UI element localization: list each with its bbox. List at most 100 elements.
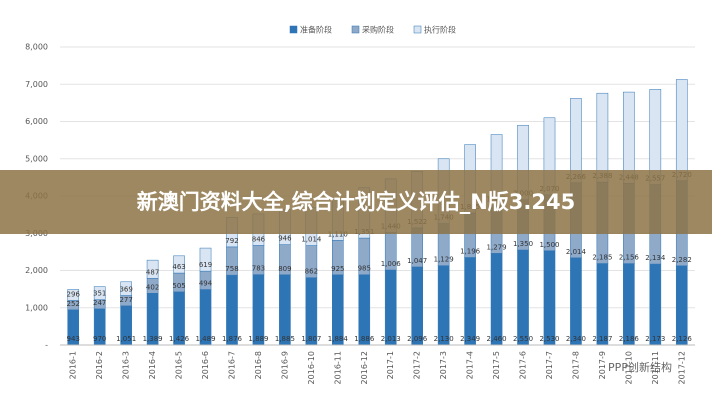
- x-tick-label: 2017-9: [598, 351, 607, 379]
- x-tick-label: 2017-2: [413, 351, 422, 379]
- value-label: 277: [119, 296, 132, 304]
- y-tick-label: 6,000: [25, 117, 48, 126]
- banner-band: [0, 170, 712, 234]
- value-label: 1,426: [169, 335, 190, 343]
- value-label: 1,051: [116, 335, 136, 343]
- x-tick-label: 2016-8: [254, 351, 263, 379]
- bar-segment: [543, 250, 556, 346]
- value-label: 792: [225, 237, 238, 245]
- bar-segment: [675, 79, 688, 182]
- x-tick-label: 2016-7: [227, 351, 236, 379]
- value-label: 487: [146, 268, 159, 276]
- x-tick-label: 2016-10: [307, 351, 316, 384]
- value-label: 1,886: [354, 335, 375, 343]
- x-tick-label: 2017-5: [492, 351, 501, 379]
- bar-segment: [517, 249, 529, 346]
- value-label: 846: [252, 235, 266, 243]
- value-label: 862: [305, 268, 318, 276]
- x-tick-label: 2017-8: [571, 351, 580, 379]
- value-label: 2,282: [672, 256, 692, 264]
- bar-segment: [623, 91, 635, 184]
- bar-segment: [596, 92, 609, 183]
- value-label: 946: [278, 235, 292, 243]
- value-label: 2,187: [592, 335, 612, 343]
- value-label: 1,489: [195, 335, 215, 343]
- value-label: 494: [199, 280, 213, 288]
- x-tick-label: 2016-6: [201, 351, 210, 379]
- bar-segment: [199, 247, 212, 272]
- x-tick-label: 2017-10: [624, 351, 633, 384]
- value-label: 1,047: [407, 257, 427, 265]
- value-label: 809: [278, 265, 291, 273]
- value-label: 943: [67, 335, 80, 343]
- x-tick-label: 2016-1: [69, 351, 78, 379]
- x-tick-label: 2017-11: [651, 351, 660, 384]
- x-tick-label: 2016-2: [95, 351, 104, 379]
- y-tick-label: 8,000: [25, 43, 48, 52]
- value-label: 2,126: [672, 335, 693, 343]
- value-label: 2,185: [592, 254, 612, 262]
- legend-swatch: [289, 25, 298, 34]
- value-label: 1,196: [460, 247, 481, 255]
- bar-segment: [437, 265, 450, 346]
- bar-segment: [120, 281, 132, 296]
- bar-segment: [623, 263, 635, 346]
- banner-text: 新澳门资料大全,综合计划定义评估_N版3.245: [137, 190, 575, 214]
- bar-segment: [384, 269, 397, 346]
- legend-label: 执行阶段: [424, 25, 456, 35]
- bar-segment: [596, 263, 609, 346]
- legend-swatch: [413, 25, 422, 34]
- x-tick-label: 2016-12: [360, 351, 369, 384]
- bar-segment: [67, 289, 80, 301]
- y-tick-label: 2,000: [25, 266, 48, 275]
- value-label: 463: [172, 263, 185, 271]
- legend-swatch: [351, 25, 360, 34]
- value-label: 2,014: [566, 248, 587, 256]
- x-tick-label: 2017-12: [677, 351, 686, 384]
- value-label: 1,885: [275, 335, 295, 343]
- value-label: 985: [358, 265, 371, 273]
- value-label: 1,889: [248, 335, 268, 343]
- x-tick-label: 2016-11: [333, 351, 342, 384]
- value-label: 2,130: [434, 335, 454, 343]
- x-tick-label: 2016-5: [175, 351, 184, 379]
- x-tick-label: 2017-3: [439, 351, 448, 379]
- value-label: 402: [146, 283, 159, 291]
- bar-segment: [146, 259, 159, 279]
- value-label: 2,173: [645, 335, 665, 343]
- y-tick-label: -: [45, 341, 48, 350]
- value-label: 2,340: [566, 335, 586, 343]
- y-tick-label: 7,000: [25, 80, 48, 89]
- value-label: 2,530: [539, 335, 559, 343]
- value-label: 1,389: [143, 335, 163, 343]
- value-label: 1,884: [328, 335, 349, 343]
- value-label: 1,129: [434, 256, 454, 264]
- bar-segment: [649, 263, 662, 346]
- bar-segment: [411, 266, 423, 346]
- value-label: 1,006: [381, 260, 402, 268]
- value-label: 1,500: [539, 241, 559, 249]
- bar-segment: [93, 286, 106, 300]
- value-label: 758: [225, 265, 238, 273]
- watermark: PPP创新结构: [608, 360, 672, 374]
- x-tick-label: 2017-1: [386, 351, 395, 379]
- value-label: 2,186: [619, 335, 640, 343]
- bar-segment: [675, 265, 688, 346]
- value-label: 369: [119, 286, 132, 294]
- x-tick-label: 2017-7: [545, 351, 554, 379]
- value-label: 1,279: [487, 243, 507, 251]
- legend-label: 采购阶段: [362, 25, 394, 35]
- value-label: 1,350: [513, 240, 533, 248]
- value-label: 2,134: [645, 254, 666, 262]
- value-label: 1,110: [328, 230, 348, 238]
- x-tick-label: 2016-4: [148, 351, 157, 379]
- legend-label: 准备阶段: [300, 25, 332, 35]
- value-label: 783: [252, 265, 265, 273]
- value-label: 970: [93, 335, 106, 343]
- value-label: 1,876: [222, 335, 243, 343]
- x-tick-label: 2016-3: [122, 351, 131, 379]
- bar-segment: [570, 257, 582, 346]
- value-label: 2,096: [407, 335, 428, 343]
- value-label: 296: [67, 290, 81, 298]
